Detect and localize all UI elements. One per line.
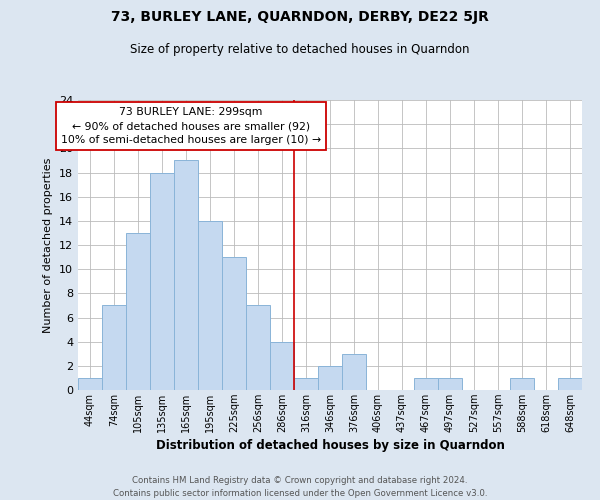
Bar (270, 342, 294, 390)
Bar (102, 306, 126, 390)
Text: Contains HM Land Registry data © Crown copyright and database right 2024.
Contai: Contains HM Land Registry data © Crown c… (113, 476, 487, 498)
Bar (438, 378, 462, 390)
Y-axis label: Number of detached properties: Number of detached properties (43, 158, 53, 332)
Bar (318, 366, 342, 390)
Bar (78, 378, 102, 390)
Bar (294, 378, 318, 390)
Bar (558, 378, 582, 390)
Text: 73 BURLEY LANE: 299sqm
← 90% of detached houses are smaller (92)
10% of semi-det: 73 BURLEY LANE: 299sqm ← 90% of detached… (61, 108, 321, 146)
Bar (150, 172, 174, 390)
Text: 73, BURLEY LANE, QUARNDON, DERBY, DE22 5JR: 73, BURLEY LANE, QUARNDON, DERBY, DE22 5… (111, 10, 489, 24)
Bar (198, 221, 222, 390)
Bar (414, 378, 438, 390)
Bar (126, 233, 150, 390)
Bar (510, 378, 534, 390)
X-axis label: Distribution of detached houses by size in Quarndon: Distribution of detached houses by size … (155, 439, 505, 452)
Text: Size of property relative to detached houses in Quarndon: Size of property relative to detached ho… (130, 42, 470, 56)
Bar (246, 306, 270, 390)
Bar (222, 257, 246, 390)
Bar (174, 160, 198, 390)
Bar (342, 354, 366, 390)
